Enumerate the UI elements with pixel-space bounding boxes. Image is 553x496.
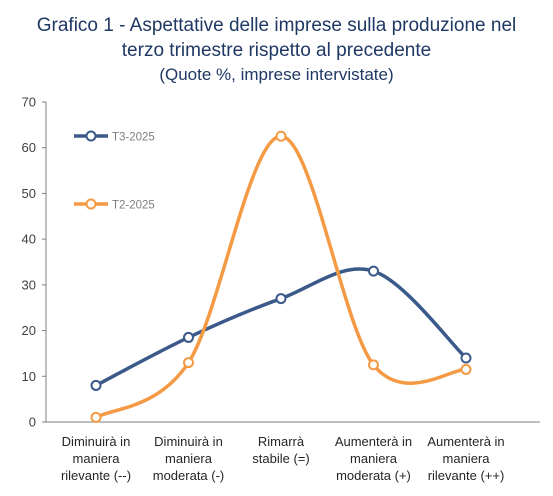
legend-label: T2-2025 xyxy=(112,200,155,212)
y-tick-label: 40 xyxy=(22,232,36,247)
series-line-T3-2025 xyxy=(94,267,468,388)
x-tick-label: maniera xyxy=(73,451,121,466)
data-point xyxy=(368,359,379,371)
data-point xyxy=(275,130,287,142)
x-tick-label: rilevante (--) xyxy=(61,468,131,483)
x-tick-label: rilevante (++) xyxy=(428,468,505,483)
data-point xyxy=(460,363,472,375)
y-tick-label: 10 xyxy=(22,369,36,384)
x-tick-label: stabile (=) xyxy=(252,451,309,466)
series-line-T2-2025 xyxy=(94,134,468,420)
x-tick-label: Diminuirà in xyxy=(62,434,131,449)
legend-marker xyxy=(85,130,97,142)
x-tick-label: Diminuirà in xyxy=(154,434,223,449)
y-tick-label: 20 xyxy=(22,323,36,338)
chart-title-line-2: terzo trimestre rispetto al precedente xyxy=(121,40,432,61)
data-point xyxy=(460,352,472,364)
y-tick-label: 60 xyxy=(22,140,36,155)
x-tick-label: Aumenterà in xyxy=(335,434,412,449)
data-point xyxy=(90,379,102,391)
y-tick-label: 50 xyxy=(22,186,36,201)
y-tick-label: 30 xyxy=(22,277,36,292)
y-tick-label: 0 xyxy=(29,415,36,430)
data-point xyxy=(183,357,194,369)
chart-subtitle: (Quote %, imprese intervistate) xyxy=(159,65,394,84)
x-tick-label: maniera xyxy=(165,451,213,466)
data-point xyxy=(368,265,379,277)
legend-label: T3-2025 xyxy=(112,132,155,144)
data-point xyxy=(90,411,102,423)
x-tick-label: Rimarrà xyxy=(258,434,305,449)
data-point xyxy=(183,331,194,343)
x-tick-label: maniera xyxy=(443,451,491,466)
x-tick-label: Aumenterà in xyxy=(427,434,504,449)
y-tick-label: 70 xyxy=(22,95,36,110)
x-tick-label: maniera xyxy=(350,451,398,466)
x-tick-label: moderata (+) xyxy=(336,468,411,483)
legend-marker xyxy=(85,198,97,210)
x-tick-label: moderata (-) xyxy=(153,468,225,483)
chart-title-line-1: Grafico 1 - Aspettative delle imprese su… xyxy=(36,15,517,36)
data-point xyxy=(275,293,287,305)
